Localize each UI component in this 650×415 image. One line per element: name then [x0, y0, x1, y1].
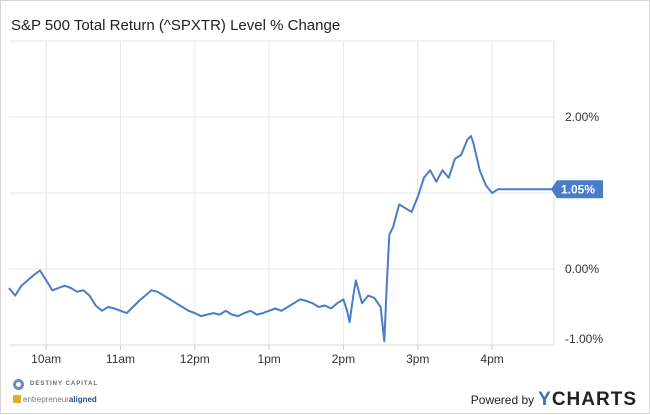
x-tick-label: 3pm	[406, 352, 429, 366]
y-axis-labels: 2.00% 0.00% -1.00%	[565, 110, 603, 346]
powered-by-ycharts[interactable]: Powered by YCHARTS	[471, 389, 637, 411]
y-tick-label: -1.00%	[565, 332, 603, 346]
entrepreneur-text: entrepreneur	[23, 394, 69, 404]
powered-by-text: Powered by	[470, 393, 535, 407]
vertical-grid	[45, 41, 493, 350]
last-value-badge	[551, 180, 603, 199]
x-tick-label: 1pm	[257, 352, 280, 366]
destiny-capital-icon	[13, 378, 24, 390]
entrepreneur-aligned-icon	[13, 395, 21, 403]
x-tick-label: 11am	[106, 352, 135, 366]
y-tick-label: 0.00%	[565, 262, 599, 276]
entrepreneur-aligned-logo: entrepreneur aligned	[13, 393, 97, 405]
series-line	[8, 135, 554, 343]
last-value-text: 1.05%	[561, 183, 595, 197]
x-tick-label: 12pm	[180, 352, 210, 366]
x-tick-label: 4pm	[480, 352, 503, 366]
x-tick-label: 2pm	[332, 352, 355, 366]
y-tick-label: 2.00%	[565, 110, 599, 124]
destiny-capital-text: DESTINY CAPITAL	[30, 381, 99, 387]
horizontal-grid	[9, 40, 554, 270]
ycharts-logo: YCHARTS	[538, 389, 637, 411]
sponsor-logos: DESTINY CAPITAL entrepreneur aligned	[13, 377, 153, 407]
destiny-capital-logo: DESTINY CAPITAL	[13, 377, 98, 391]
last-value-marker: 1.05%	[551, 180, 603, 199]
aligned-text: aligned	[68, 394, 97, 404]
x-tick-label: 10am	[31, 352, 61, 366]
ycharts-logo-y: Y	[538, 389, 552, 410]
ycharts-logo-rest: CHARTS	[551, 389, 637, 410]
chart-title: S&P 500 Total Return (^SPXTR) Level % Ch…	[11, 17, 341, 34]
x-axis-labels: 10am 11am 12pm 1pm 2pm 3pm 4pm	[31, 352, 504, 366]
